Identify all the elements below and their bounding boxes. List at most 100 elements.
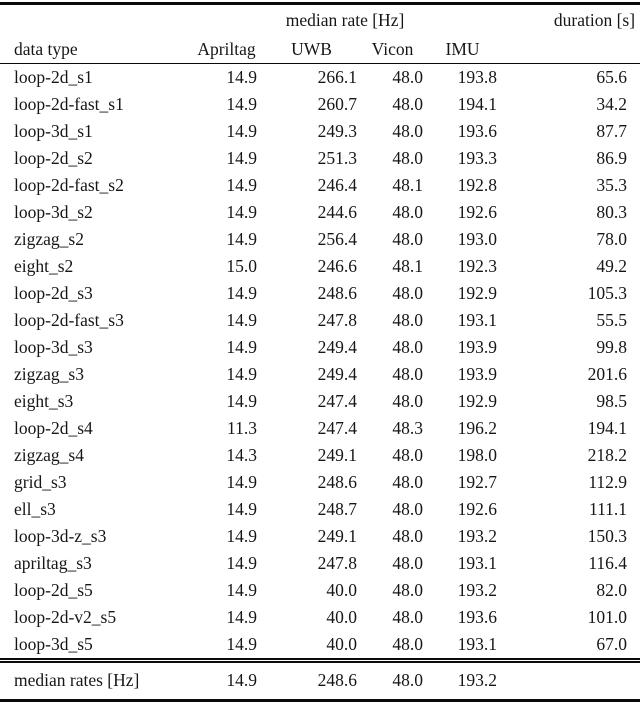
row-duration: 218.2 xyxy=(587,444,628,465)
row-duration: 201.6 xyxy=(587,363,628,384)
row-apriltag-rate: 14.9 xyxy=(226,120,257,141)
row-imu-rate: 193.6 xyxy=(457,606,498,627)
row-vicon-rate: 48.1 xyxy=(392,174,423,195)
row-duration: 116.4 xyxy=(588,552,628,573)
row-apriltag-rate: 15.0 xyxy=(226,255,257,276)
row-imu-rate: 193.2 xyxy=(457,525,498,546)
row-data-type: loop-2d_s2 xyxy=(14,147,93,168)
row-imu-rate: 192.6 xyxy=(457,201,498,222)
row-imu-rate: 193.1 xyxy=(457,633,498,654)
row-apriltag-rate: 14.9 xyxy=(226,336,257,357)
table-row: loop-2d-fast_s1 14.9 260.7 48.0 194.1 34… xyxy=(0,91,640,118)
row-imu-rate: 193.0 xyxy=(457,228,498,249)
table-row: grid_s3 14.9 248.6 48.0 192.7 112.9 xyxy=(0,469,640,496)
row-vicon-rate: 48.0 xyxy=(392,66,423,87)
row-imu-rate: 193.2 xyxy=(457,579,498,600)
row-data-type: zigzag_s4 xyxy=(14,444,84,465)
row-data-type: loop-2d-fast_s3 xyxy=(14,309,124,330)
row-data-type: loop-2d_s5 xyxy=(14,579,93,600)
row-uwb-rate: 248.7 xyxy=(317,498,357,519)
table-row: loop-2d_s5 14.9 40.0 48.0 193.2 82.0 xyxy=(0,577,640,604)
row-uwb-rate: 40.0 xyxy=(326,606,357,627)
row-data-type: loop-3d_s2 xyxy=(14,201,93,222)
row-vicon-rate: 48.0 xyxy=(392,471,423,492)
row-vicon-rate: 48.0 xyxy=(392,633,423,654)
data-type-header: data type xyxy=(0,36,190,64)
row-uwb-rate: 249.4 xyxy=(317,336,357,357)
row-duration: 105.3 xyxy=(587,282,628,303)
table-row: loop-3d_s5 14.9 40.0 48.0 193.1 67.0 xyxy=(0,631,640,661)
column-header-row: data type Apriltag UWB Vicon IMU xyxy=(0,36,640,64)
table-row: eight_s2 15.0 246.6 48.1 192.3 49.2 xyxy=(0,253,640,280)
row-data-type: loop-3d_s3 xyxy=(14,336,93,357)
row-vicon-rate: 48.3 xyxy=(392,417,423,438)
row-uwb-rate: 246.6 xyxy=(317,255,357,276)
uwb-column-header: UWB xyxy=(263,36,360,64)
summary-uwb-rate: 248.6 xyxy=(263,658,360,702)
table-row: loop-2d-fast_s3 14.9 247.8 48.0 193.1 55… xyxy=(0,307,640,334)
row-uwb-rate: 266.1 xyxy=(317,66,357,87)
row-vicon-rate: 48.0 xyxy=(392,309,423,330)
row-duration: 55.5 xyxy=(596,309,628,330)
row-vicon-rate: 48.0 xyxy=(392,228,423,249)
row-uwb-rate: 256.4 xyxy=(317,228,357,249)
row-uwb-rate: 246.4 xyxy=(317,174,357,195)
row-vicon-rate: 48.0 xyxy=(392,579,423,600)
table-row: loop-2d_s1 14.9 266.1 48.0 193.8 65.6 xyxy=(0,64,640,92)
row-vicon-rate: 48.0 xyxy=(392,147,423,168)
row-apriltag-rate: 14.9 xyxy=(226,552,257,573)
row-data-type: loop-3d_s5 xyxy=(14,633,93,654)
row-apriltag-rate: 14.9 xyxy=(226,93,257,114)
row-vicon-rate: 48.0 xyxy=(392,201,423,222)
row-uwb-rate: 249.4 xyxy=(317,363,357,384)
row-uwb-rate: 247.4 xyxy=(317,417,357,438)
row-vicon-rate: 48.0 xyxy=(392,390,423,411)
row-vicon-rate: 48.0 xyxy=(392,120,423,141)
row-uwb-rate: 247.8 xyxy=(317,309,357,330)
row-data-type: loop-2d-fast_s1 xyxy=(14,93,124,114)
row-uwb-rate: 40.0 xyxy=(326,579,357,600)
row-imu-rate: 196.2 xyxy=(457,417,498,438)
table-row: apriltag_s3 14.9 247.8 48.0 193.1 116.4 xyxy=(0,550,640,577)
summary-duration-empty xyxy=(500,658,640,702)
row-imu-rate: 198.0 xyxy=(457,444,498,465)
row-uwb-rate: 40.0 xyxy=(326,633,357,654)
row-data-type: zigzag_s3 xyxy=(14,363,84,384)
row-apriltag-rate: 11.3 xyxy=(227,417,257,438)
summary-apriltag-rate: 14.9 xyxy=(190,658,263,702)
table-row: loop-3d_s3 14.9 249.4 48.0 193.9 99.8 xyxy=(0,334,640,361)
table-row: eight_s3 14.9 247.4 48.0 192.9 98.5 xyxy=(0,388,640,415)
table-row: loop-2d-v2_s5 14.9 40.0 48.0 193.6 101.0 xyxy=(0,604,640,631)
row-uwb-rate: 247.8 xyxy=(317,552,357,573)
row-data-type: eight_s3 xyxy=(14,390,74,411)
row-duration: 98.5 xyxy=(596,390,628,411)
row-imu-rate: 193.9 xyxy=(457,363,498,384)
row-uwb-rate: 247.4 xyxy=(317,390,357,411)
table-body: loop-2d_s1 14.9 266.1 48.0 193.8 65.6 lo… xyxy=(0,64,640,661)
table-row: zigzag_s2 14.9 256.4 48.0 193.0 78.0 xyxy=(0,226,640,253)
row-data-type: ell_s3 xyxy=(14,498,56,519)
row-uwb-rate: 251.3 xyxy=(317,147,357,168)
row-duration: 80.3 xyxy=(596,201,628,222)
row-imu-rate: 194.1 xyxy=(457,93,498,114)
row-duration: 82.0 xyxy=(596,579,628,600)
row-apriltag-rate: 14.9 xyxy=(226,363,257,384)
row-data-type: loop-3d_s1 xyxy=(14,120,93,141)
row-data-type: eight_s2 xyxy=(14,255,74,276)
row-vicon-rate: 48.0 xyxy=(392,498,423,519)
row-apriltag-rate: 14.9 xyxy=(226,606,257,627)
row-vicon-rate: 48.0 xyxy=(392,444,423,465)
row-duration: 99.8 xyxy=(596,336,628,357)
row-duration: 65.6 xyxy=(596,66,628,87)
row-duration: 86.9 xyxy=(596,147,628,168)
table-footer: median rates [Hz] 14.9 248.6 48.0 193.2 xyxy=(0,658,640,702)
row-imu-rate: 192.7 xyxy=(457,471,498,492)
summary-vicon-rate: 48.0 xyxy=(360,658,425,702)
row-uwb-rate: 260.7 xyxy=(317,93,357,114)
row-imu-rate: 192.9 xyxy=(457,390,498,411)
row-uwb-rate: 249.3 xyxy=(317,120,357,141)
row-vicon-rate: 48.0 xyxy=(392,363,423,384)
row-data-type: loop-2d_s3 xyxy=(14,282,93,303)
median-rate-group-header: median rate [Hz] xyxy=(285,9,405,30)
